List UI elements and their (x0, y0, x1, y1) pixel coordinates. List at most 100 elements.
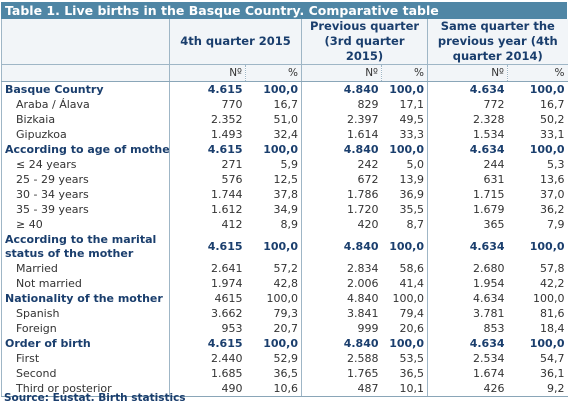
percent-cell: 13,6 (540, 172, 565, 186)
percent-cell: 100,0 (389, 142, 425, 156)
count-cell: 829 (301, 97, 382, 112)
header-same-quarter-previous-year: Same quarter the previous year (4th quar… (427, 19, 568, 65)
table-section-row: Nationality of the mother 4615 100,0 4.840 1… (1, 291, 568, 306)
header-count: Nº (301, 64, 382, 82)
table-row: Foreign 953 20,7 999 20,6 853 18,4 (1, 321, 568, 336)
table-section-row: According to age of mother 4.615 100,0 4.84… (1, 142, 568, 157)
count-cell: 2.534 (427, 351, 508, 366)
table-row: 30 - 34 years 1.744 37,8 1.786 36,9 1.715 37,0 (1, 187, 568, 202)
count-cell: 365 (427, 217, 508, 232)
count-cell: 3.781 (427, 306, 508, 321)
percent-cell: 36,1 (540, 366, 565, 380)
row-label: ≤ 24 years (1, 157, 170, 172)
row-label: Married (1, 261, 170, 276)
count-cell: 490 (169, 381, 246, 397)
percent-cell: 100,0 (263, 142, 298, 156)
row-label: Spanish (1, 306, 170, 321)
count-cell: 1.685 (169, 366, 246, 381)
percent-cell: 57,2 (273, 261, 299, 275)
percent-cell: 53,5 (399, 351, 425, 365)
count-cell: 2.680 (427, 261, 508, 276)
count-cell: 4.615 (169, 142, 246, 157)
header-4th-quarter-2015: 4th quarter 2015 (169, 19, 302, 65)
row-label: Gipuzkoa (1, 127, 170, 142)
count-cell: 576 (169, 172, 246, 187)
row-label: First (1, 351, 170, 366)
table-row: Gipuzkoa 1.493 32,4 1.614 33,3 1.534 33,1 (1, 127, 568, 142)
count-cell: 2.397 (301, 112, 382, 127)
percent-cell: 81,6 (540, 306, 565, 320)
table-row: ≤ 24 years 271 5,9 242 5,0 244 5,3 (1, 157, 568, 172)
count-cell: 1.612 (169, 202, 246, 217)
count-cell: 4.615 (169, 336, 246, 351)
row-label: Third or posterior (1, 381, 170, 397)
row-label: Araba / Álava (1, 97, 170, 112)
table-row: First 2.440 52,9 2.588 53,5 2.534 54,7 (1, 351, 568, 366)
count-cell: 631 (427, 172, 508, 187)
count-cell: 242 (301, 157, 382, 172)
percent-cell: 51,0 (273, 112, 299, 126)
count-cell: 1.679 (427, 202, 508, 217)
table-row: ≥ 40 412 8,9 420 8,7 365 7,9 (1, 217, 568, 232)
percent-cell: 36,5 (399, 366, 425, 380)
section-label: Nationality of the mother (1, 291, 170, 306)
table-row: Married 2.641 57,2 2.834 58,6 2.680 57,8 (1, 261, 568, 276)
table-row: 35 - 39 years 1.612 34,9 1.720 35,5 1.679 36,2 (1, 202, 568, 217)
row-label: ≥ 40 (1, 217, 170, 232)
percent-cell: 100,0 (529, 239, 565, 253)
percent-cell: 5,0 (406, 157, 425, 171)
percent-cell: 100,0 (263, 82, 298, 96)
row-label: Not married (1, 276, 170, 291)
percent-cell: 100,0 (392, 291, 425, 305)
percent-cell: 58,6 (399, 261, 425, 275)
count-cell: 4.615 (169, 81, 246, 97)
count-cell: 4.634 (427, 81, 508, 97)
percent-cell: 100,0 (263, 239, 298, 253)
header-count: Nº (169, 64, 246, 82)
table-row: 25 - 29 years 576 12,5 672 13,9 631 13,6 (1, 172, 568, 187)
percent-cell: 35,5 (399, 202, 425, 216)
table-row: Not married 1.974 42,8 2.006 41,4 1.954 42,2 (1, 276, 568, 291)
percent-cell: 57,8 (540, 261, 565, 275)
count-cell: 3.841 (301, 306, 382, 321)
count-cell: 1.954 (427, 276, 508, 291)
count-cell: 770 (169, 97, 246, 112)
section-label: According to age of mother (1, 142, 170, 157)
percent-cell: 5,3 (547, 157, 565, 171)
count-cell: 2.440 (169, 351, 246, 366)
header-row-periods: 4th quarter 2015 Previous quarter (3rd q… (1, 19, 568, 65)
header-count: Nº (427, 64, 508, 82)
percent-cell: 100,0 (529, 336, 565, 350)
percent-cell: 50,2 (540, 112, 565, 126)
count-cell: 4615 (169, 291, 246, 306)
comparative-table: 4th quarter 2015 Previous quarter (3rd q… (1, 19, 568, 397)
count-cell: 4.840 (301, 81, 382, 97)
percent-cell: 17,1 (399, 97, 425, 111)
count-cell: 2.352 (169, 112, 246, 127)
percent-cell: 52,9 (273, 351, 299, 365)
table-row: Second 1.685 36,5 1.765 36,5 1.674 36,1 (1, 366, 568, 381)
count-cell: 4.840 (301, 232, 382, 261)
percent-cell: 7,9 (547, 217, 565, 231)
count-cell: 426 (427, 381, 508, 397)
header-percent: % (380, 64, 428, 82)
percent-cell: 100,0 (389, 336, 425, 350)
table-title: Table 1. Live births in the Basque Count… (1, 2, 567, 19)
row-label: 35 - 39 years (1, 202, 170, 217)
count-cell: 487 (301, 381, 382, 397)
table-row: Spanish 3.662 79,3 3.841 79,4 3.781 81,6 (1, 306, 568, 321)
count-cell: 953 (169, 321, 246, 336)
percent-cell: 5,9 (280, 157, 299, 171)
percent-cell: 18,4 (540, 321, 565, 335)
count-cell: 2.834 (301, 261, 382, 276)
percent-cell: 100,0 (533, 291, 565, 305)
count-cell: 412 (169, 217, 246, 232)
count-cell: 1.614 (301, 127, 382, 142)
count-cell: 4.634 (427, 336, 508, 351)
count-cell: 1.534 (427, 127, 508, 142)
count-cell: 853 (427, 321, 508, 336)
header-percent: % (507, 64, 568, 82)
count-cell: 271 (169, 157, 246, 172)
count-cell: 672 (301, 172, 382, 187)
source-note: Source: Eustat. Birth statistics (4, 392, 186, 404)
